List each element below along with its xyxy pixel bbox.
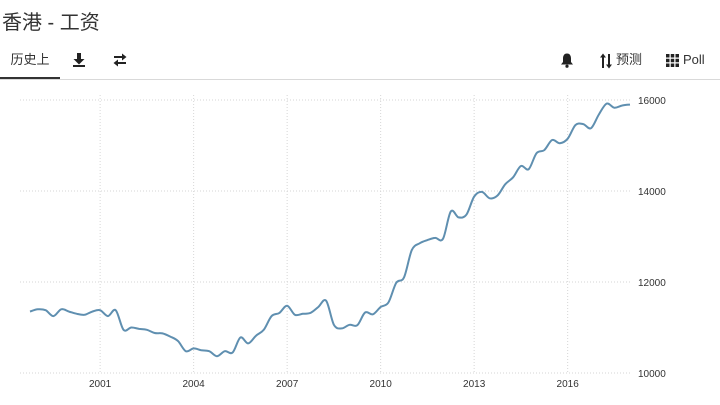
bell-icon[interactable] [560, 52, 574, 73]
x-tick-label: 2016 [557, 379, 580, 390]
x-tick-label: 2010 [370, 379, 393, 390]
poll-button[interactable]: Poll [666, 44, 705, 77]
swap-icon[interactable] [112, 52, 128, 73]
line-layer [29, 102, 631, 358]
x-tick-label: 2001 [89, 379, 112, 390]
tab-history[interactable]: 历史上 [0, 44, 60, 79]
forecast-label: 预测 [616, 52, 643, 67]
tick-layer: 10000 12000 14000 16000 2001 2004 2007 2010 2013… [89, 96, 666, 390]
y-tick-label: 10000 [638, 369, 666, 380]
y-tick-label: 14000 [638, 187, 666, 198]
forecast-button[interactable]: 预测 [600, 44, 642, 77]
series-line [29, 102, 631, 358]
toolbar: 历史上 预测 P [0, 44, 720, 80]
y-tick-label: 16000 [638, 96, 666, 107]
y-tick-label: 12000 [638, 278, 666, 289]
wage-chart: 10000 12000 14000 16000 2001 2004 2007 2010 2013… [20, 95, 666, 390]
grid-layer [20, 95, 632, 374]
grid-icon [666, 54, 679, 68]
download-icon[interactable] [72, 52, 86, 73]
x-tick-label: 2004 [183, 379, 206, 390]
poll-label: Poll [683, 52, 705, 67]
x-tick-label: 2013 [463, 379, 486, 390]
sort-icon [600, 53, 612, 69]
page-title: 香港 - 工资 [2, 12, 100, 34]
x-tick-label: 2007 [276, 379, 299, 390]
